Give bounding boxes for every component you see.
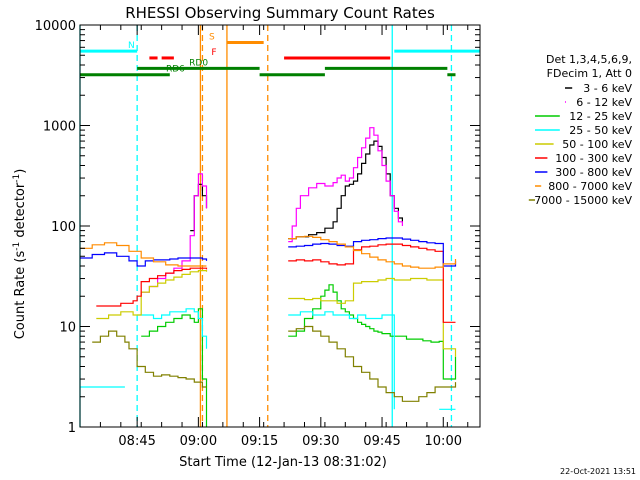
chart-title: RHESSI Observing Summary Count Rates [125, 4, 435, 22]
series-line-2-0 [288, 284, 457, 380]
legend-entry: 3 - 6 keV [583, 82, 632, 95]
series-line-7-1 [288, 235, 457, 269]
x-tick-label: 09:30 [302, 434, 339, 449]
legend-entry: 100 - 300 keV [555, 152, 632, 165]
series-line-5-0 [96, 267, 208, 307]
series-line-1-1 [141, 173, 208, 293]
series-line-7-0 [80, 242, 207, 267]
flag-label-rd0: RD0 [189, 58, 208, 68]
y-tick-label: 1 [68, 421, 76, 436]
legend-header-2: FDecim 1, Att 0 [547, 67, 632, 80]
footer-timestamp: 22-Oct-2021 13:51 [560, 467, 636, 476]
legend-entry: 50 - 100 keV [562, 138, 632, 151]
x-tick-label: 08:45 [118, 434, 155, 449]
y-tick-label: 10 [59, 321, 76, 336]
series-line-8-0 [92, 330, 207, 388]
legend: Det 1,3,4,5,6,9, FDecim 1, Att 0 3 - 6 k… [528, 53, 632, 207]
series-line-5-1 [288, 243, 456, 323]
legend-entry: 800 - 7000 keV [548, 180, 632, 193]
y-axis-label-main: Count Rate (s [13, 251, 28, 340]
legend-entry: 6 - 12 keV [576, 96, 632, 109]
legend-entry: 12 - 25 keV [569, 110, 632, 123]
observing-flags: N FS RD0 RD6 [79, 25, 480, 427]
series-line-4-1 [288, 277, 457, 357]
legend-header-1: Det 1,3,4,5,6,9, [546, 53, 632, 66]
flag-label-s: S [209, 32, 215, 42]
series-layer [80, 127, 457, 427]
y-axis-label-mid: detector [13, 182, 28, 242]
legend-entry: 300 - 800 keV [555, 166, 632, 179]
series-line-4-0 [96, 270, 208, 320]
series-line-8-1 [288, 325, 457, 402]
series-line-6-1 [288, 237, 457, 267]
series-line-3-1 [137, 308, 208, 349]
series-line-6-0 [80, 252, 208, 267]
y-tick-label: 1000 [43, 120, 76, 135]
flag-label-f: F [211, 48, 216, 58]
x-tick-label: 09:00 [180, 434, 217, 449]
legend-entry: 7000 - 15000 keV [534, 194, 632, 207]
series-line-1-0 [288, 127, 403, 243]
flag-label-rd6: RD6 [166, 65, 185, 75]
x-tick-label: 09:45 [363, 434, 400, 449]
x-axis-label: Start Time (12-Jan-13 08:31:02) [179, 455, 387, 470]
y-tick-label: 100 [51, 220, 76, 235]
y-axis-label-sup2: -1 [12, 174, 22, 183]
axes: 1 10 100 1000 10000 08:45 09:00 09:15 09:30 09:45… [35, 19, 481, 449]
series-line-0-0 [288, 140, 403, 240]
x-tick-label: 09:15 [241, 434, 278, 449]
x-tick-label: 10:00 [425, 434, 462, 449]
y-axis-label-sup1: -1 [12, 242, 22, 251]
series-line-2-1 [141, 308, 208, 427]
series-line-3-2 [288, 311, 395, 410]
y-axis-label-end: ) [13, 169, 28, 174]
flag-label-n: N [128, 41, 135, 51]
legend-entry: 25 - 50 keV [569, 124, 632, 137]
y-axis-label: Count Rate (s-1 detector-1) [12, 169, 28, 340]
y-tick-label: 10000 [35, 19, 76, 34]
